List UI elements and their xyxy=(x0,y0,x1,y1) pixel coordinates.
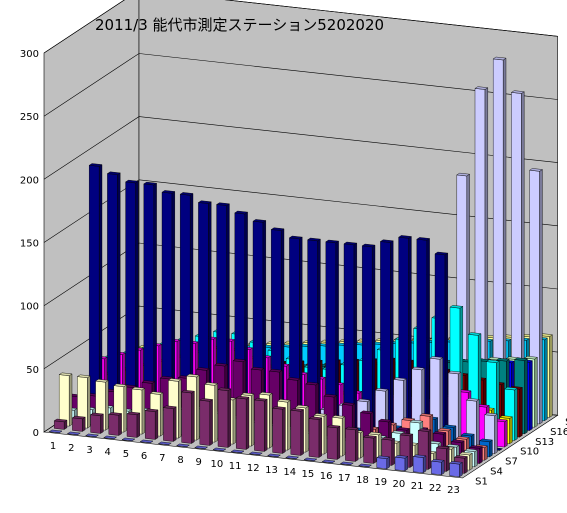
x-tick-label: 15 xyxy=(302,469,315,480)
bar xyxy=(58,372,73,427)
depth-axis-ticks: S1S4S7S10S13S16S19 xyxy=(475,417,567,488)
bar xyxy=(344,426,359,462)
bar xyxy=(144,408,159,440)
bar xyxy=(125,179,139,411)
bar xyxy=(394,455,409,472)
bar xyxy=(217,387,232,448)
bar xyxy=(325,239,340,433)
gridline xyxy=(43,53,558,117)
gridline xyxy=(43,179,558,243)
bar xyxy=(90,412,104,434)
bar xyxy=(303,457,318,462)
bar xyxy=(230,449,245,454)
bar xyxy=(510,90,525,423)
x-tick-label: 1 xyxy=(50,441,56,452)
y-tick-label: 50 xyxy=(26,365,39,376)
x-tick-label: 22 xyxy=(429,483,442,494)
bar xyxy=(143,181,158,413)
bar xyxy=(103,435,118,440)
y-axis-ticks: 0 50 100 150 200 250 300 xyxy=(20,49,39,439)
x-tick-label: 3 xyxy=(86,445,92,456)
bar xyxy=(162,405,177,442)
x-tick-label: 19 xyxy=(374,477,387,488)
bar xyxy=(430,459,445,476)
bar xyxy=(412,454,427,474)
x-tick-label: 10 xyxy=(211,459,224,470)
x-tick-label: 7 xyxy=(159,453,165,464)
bar xyxy=(76,374,91,429)
y-tick-label: 100 xyxy=(20,302,39,313)
depth-tick-label: S13 xyxy=(535,437,554,448)
bar xyxy=(326,424,341,460)
y-tick-label: 200 xyxy=(20,175,39,186)
chart-title: 2011/3 能代市測定ステーション5202020 xyxy=(95,16,384,34)
y-tick-label: 300 xyxy=(20,49,39,60)
bar xyxy=(121,437,136,442)
bar xyxy=(66,431,81,436)
bar xyxy=(71,415,86,432)
x-tick-label: 20 xyxy=(393,479,406,490)
x-tick-label: 11 xyxy=(229,461,242,472)
bar xyxy=(197,200,212,419)
x-tick-label: 17 xyxy=(338,473,351,484)
x-tick-label: 21 xyxy=(411,481,424,492)
bar xyxy=(176,443,190,448)
x-tick-label: 6 xyxy=(141,451,147,462)
x-tick-label: 8 xyxy=(177,455,183,466)
bar xyxy=(253,397,268,452)
x-tick-label: 14 xyxy=(283,467,296,478)
bar xyxy=(212,447,227,452)
bar xyxy=(339,461,354,466)
bar xyxy=(85,433,99,438)
bar xyxy=(267,453,281,458)
bar xyxy=(248,451,263,456)
x-tick-label: 16 xyxy=(320,471,333,482)
y-tick-label: 0 xyxy=(33,428,39,439)
bar xyxy=(235,395,250,450)
bar xyxy=(126,411,141,438)
bar xyxy=(157,441,172,446)
bar xyxy=(363,435,377,464)
x-tick-label: 18 xyxy=(356,475,369,486)
bar xyxy=(194,445,209,450)
depth-tick-label: S10 xyxy=(520,447,539,458)
bar xyxy=(449,461,463,478)
depth-tick-label: S16 xyxy=(550,427,567,438)
bar xyxy=(290,408,305,456)
depth-tick-label: S4 xyxy=(490,466,503,477)
bar xyxy=(358,463,372,468)
x-tick-label: 2 xyxy=(68,443,74,454)
bar xyxy=(181,389,195,444)
x-axis-ticks: 1 2 3 4 5 6 7 8 9 10 11 12 13 14 15 16 17 18 19 20 21 22 23 xyxy=(50,441,460,496)
depth-tick-label: S1 xyxy=(475,476,488,487)
chart-bars xyxy=(48,56,553,478)
bar xyxy=(108,412,123,436)
x-tick-label: 4 xyxy=(105,447,111,458)
bar xyxy=(88,163,103,407)
x-tick-label: 23 xyxy=(447,485,460,496)
gridline xyxy=(43,116,558,180)
bar xyxy=(199,398,214,446)
depth-tick-label: S7 xyxy=(505,457,518,468)
depth-tick-label: S19 xyxy=(565,417,567,428)
bar xyxy=(272,406,286,454)
x-tick-label: 5 xyxy=(123,449,129,460)
bar xyxy=(53,418,68,430)
bar xyxy=(376,455,391,470)
bar xyxy=(48,429,63,434)
bar xyxy=(343,241,358,435)
bar xyxy=(285,455,300,460)
y-tick-label: 150 xyxy=(20,239,39,250)
bar xyxy=(308,416,323,458)
y-tick-label: 250 xyxy=(20,112,39,123)
gridline xyxy=(43,0,558,54)
x-tick-label: 13 xyxy=(265,465,278,476)
x-tick-label: 12 xyxy=(247,463,260,474)
bar xyxy=(106,171,121,409)
bar xyxy=(179,192,194,417)
x-tick-label: 9 xyxy=(196,457,202,468)
bar xyxy=(321,459,336,464)
bar xyxy=(139,439,154,444)
